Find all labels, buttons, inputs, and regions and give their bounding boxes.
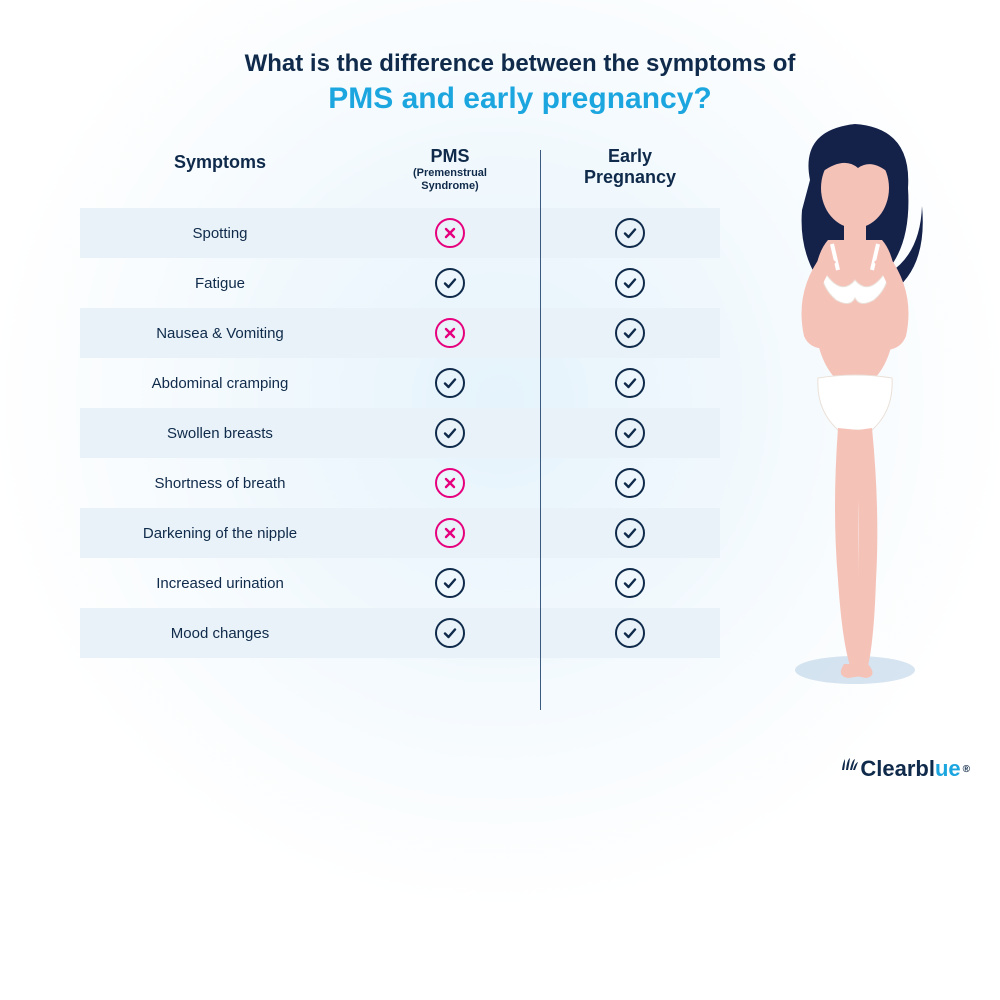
header-pms-sub2: Syndrome): [360, 180, 540, 193]
check-icon: [435, 618, 465, 648]
header-early-pregnancy: Early Pregnancy: [540, 146, 720, 188]
title-line1: What is the difference between the sympt…: [80, 50, 960, 78]
ep-cell: [540, 518, 720, 548]
header-pms-main: PMS: [360, 146, 540, 167]
table-body: Spotting Fatigue Nausea & Vomiting Abdomina…: [80, 208, 720, 658]
pms-cell: [360, 368, 540, 398]
symptom-label: Nausea & Vomiting: [80, 325, 360, 342]
cross-icon: [435, 518, 465, 548]
header-pms-sub1: (Premenstrual: [360, 167, 540, 180]
ep-cell: [540, 268, 720, 298]
title-block: What is the difference between the sympt…: [80, 50, 960, 116]
check-icon: [615, 568, 645, 598]
logo-text-light: ue: [935, 756, 961, 782]
table-row: Spotting: [80, 208, 720, 258]
table-row: Increased urination: [80, 558, 720, 608]
table-row: Shortness of breath: [80, 458, 720, 508]
check-icon: [435, 568, 465, 598]
pms-cell: [360, 468, 540, 498]
table-row: Abdominal cramping: [80, 358, 720, 408]
symptom-label: Increased urination: [80, 575, 360, 592]
check-icon: [615, 518, 645, 548]
symptom-label: Spotting: [80, 225, 360, 242]
check-icon: [615, 268, 645, 298]
ep-cell: [540, 418, 720, 448]
table-row: Darkening of the nipple: [80, 508, 720, 558]
check-icon: [615, 318, 645, 348]
check-icon: [615, 618, 645, 648]
table-row: Fatigue: [80, 258, 720, 308]
check-icon: [615, 218, 645, 248]
header-ep-l1: Early: [540, 146, 720, 167]
header-pms: PMS (Premenstrual Syndrome): [360, 146, 540, 193]
symptom-label: Mood changes: [80, 625, 360, 642]
cross-icon: [435, 218, 465, 248]
ep-cell: [540, 618, 720, 648]
symptom-label: Abdominal cramping: [80, 375, 360, 392]
content-container: What is the difference between the sympt…: [0, 0, 1000, 678]
pms-cell: [360, 618, 540, 648]
header-ep-l2: Pregnancy: [540, 167, 720, 188]
ep-cell: [540, 318, 720, 348]
pms-cell: [360, 268, 540, 298]
pms-cell: [360, 418, 540, 448]
title-line2: PMS and early pregnancy?: [80, 82, 960, 116]
table-row: Nausea & Vomiting: [80, 308, 720, 358]
check-icon: [435, 368, 465, 398]
check-icon: [435, 418, 465, 448]
cross-icon: [435, 468, 465, 498]
column-divider: [540, 150, 541, 710]
header-symptoms: Symptoms: [80, 146, 360, 173]
comparison-table: Symptoms PMS (Premenstrual Syndrome) Ear…: [80, 146, 720, 658]
logo-registered: ®: [963, 764, 970, 775]
brand-logo: Clearblue®: [840, 756, 970, 782]
pms-cell: [360, 568, 540, 598]
ep-cell: [540, 568, 720, 598]
logo-fan-icon: [840, 757, 858, 771]
symptom-label: Darkening of the nipple: [80, 525, 360, 542]
check-icon: [435, 268, 465, 298]
check-icon: [615, 468, 645, 498]
check-icon: [615, 418, 645, 448]
ep-cell: [540, 368, 720, 398]
symptom-label: Shortness of breath: [80, 475, 360, 492]
table-header: Symptoms PMS (Premenstrual Syndrome) Ear…: [80, 146, 720, 208]
ep-cell: [540, 468, 720, 498]
table-row: Mood changes: [80, 608, 720, 658]
pms-cell: [360, 318, 540, 348]
ep-cell: [540, 218, 720, 248]
check-icon: [615, 368, 645, 398]
cross-icon: [435, 318, 465, 348]
pms-cell: [360, 218, 540, 248]
table-row: Swollen breasts: [80, 408, 720, 458]
symptom-label: Swollen breasts: [80, 425, 360, 442]
logo-text-dark: Clearbl: [860, 756, 935, 782]
symptom-label: Fatigue: [80, 275, 360, 292]
pms-cell: [360, 518, 540, 548]
content-row: Symptoms PMS (Premenstrual Syndrome) Ear…: [80, 146, 960, 658]
